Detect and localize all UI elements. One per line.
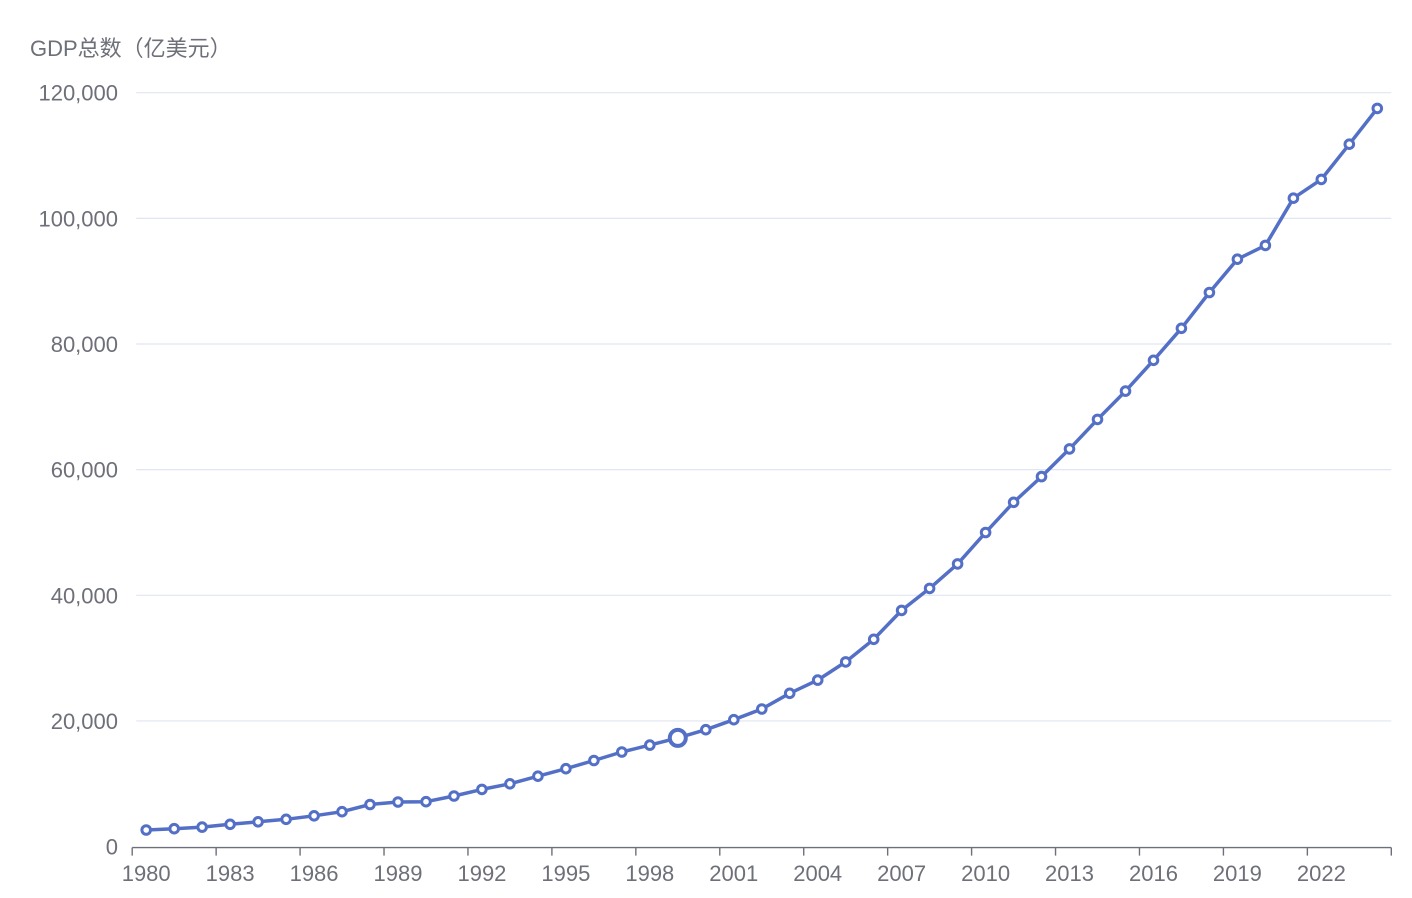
data-point-2003[interactable] (783, 687, 796, 700)
x-axis-tick-label: 2004 (793, 861, 842, 886)
x-axis-tick-label: 1995 (541, 861, 590, 886)
grid-lines (136, 92, 1392, 722)
x-axis-ticks (131, 847, 1393, 856)
data-point-2016[interactable] (1147, 354, 1160, 367)
x-axis-tick-label: 1989 (374, 861, 423, 886)
data-point-1994[interactable] (532, 770, 544, 783)
y-axis-tick-label: 20,000 (51, 709, 118, 734)
data-point-2004[interactable] (811, 674, 824, 686)
data-point-2009[interactable] (951, 558, 964, 570)
data-point-1999[interactable] (667, 727, 688, 748)
data-point-2015[interactable] (1119, 385, 1132, 397)
data-point-1981[interactable] (168, 822, 180, 835)
x-axis-labels: 1980 1983 1986 1989 1992 1995 1998 2001 2004 2007… (122, 861, 1346, 886)
x-axis-tick-label: 1992 (457, 861, 506, 886)
y-axis-tick-label: 60,000 (51, 458, 118, 483)
x-axis-tick-label: 1998 (625, 861, 674, 886)
y-axis-labels: 0 20,000 40,000 60,000 80,000 100,000 120,000 (38, 81, 118, 860)
data-point-1982[interactable] (196, 821, 208, 833)
x-axis-tick-label: 2001 (709, 861, 758, 886)
data-point-2018[interactable] (1203, 286, 1216, 299)
x-axis-tick-label: 2019 (1213, 861, 1262, 886)
data-points (140, 102, 1384, 836)
data-point-1989[interactable] (392, 796, 404, 808)
data-point-1991[interactable] (448, 790, 460, 802)
data-point-2007[interactable] (895, 604, 908, 617)
data-point-2002[interactable] (756, 703, 768, 715)
y-axis-tick-label: 120,000 (38, 81, 118, 106)
data-point-1984[interactable] (252, 816, 264, 828)
y-axis-tick-label: 80,000 (51, 332, 118, 357)
data-point-1993[interactable] (504, 778, 516, 790)
data-point-1987[interactable] (336, 805, 348, 818)
data-point-2024[interactable] (1371, 102, 1384, 115)
x-axis-tick-label: 2013 (1045, 861, 1094, 886)
data-point-1996[interactable] (588, 754, 600, 767)
y-axis-name: GDP总数（亿美元） (30, 36, 232, 61)
x-axis-tick-label: 2010 (961, 861, 1010, 886)
data-point-1985[interactable] (280, 813, 292, 826)
data-point-1988[interactable] (364, 798, 376, 811)
x-axis-tick-label: 1986 (290, 861, 339, 886)
data-point-2023[interactable] (1343, 138, 1356, 150)
x-axis-tick-label: 1983 (206, 861, 255, 886)
data-point-1980[interactable] (140, 824, 152, 836)
y-axis-tick-label: 40,000 (51, 583, 118, 608)
x-axis-tick-label: 2016 (1129, 861, 1178, 886)
x-axis-tick-label: 2022 (1297, 861, 1346, 886)
data-point-1992[interactable] (476, 783, 488, 796)
data-point-1997[interactable] (616, 746, 628, 758)
data-point-2010[interactable] (979, 526, 992, 539)
data-point-2005[interactable] (839, 656, 852, 668)
data-point-2001[interactable] (728, 713, 740, 726)
x-axis-tick-label: 1980 (122, 861, 171, 886)
data-point-1998[interactable] (644, 739, 656, 751)
data-point-2006[interactable] (867, 633, 880, 646)
data-point-2000[interactable] (700, 723, 712, 736)
y-axis-tick-label: 0 (106, 835, 118, 860)
data-point-2022[interactable] (1315, 173, 1328, 186)
data-point-2014[interactable] (1091, 413, 1104, 426)
y-axis-tick-label: 100,000 (38, 206, 118, 231)
data-point-2011[interactable] (1007, 496, 1020, 509)
data-point-2020[interactable] (1259, 239, 1272, 252)
data-point-2019[interactable] (1231, 253, 1244, 266)
data-point-1983[interactable] (224, 818, 236, 831)
data-point-2012[interactable] (1035, 470, 1048, 483)
data-point-1990[interactable] (420, 795, 432, 808)
data-point-2017[interactable] (1175, 322, 1188, 335)
data-point-1995[interactable] (560, 762, 572, 775)
x-axis-tick-label: 2007 (877, 861, 926, 886)
data-point-2008[interactable] (923, 582, 936, 595)
data-point-2021[interactable] (1287, 192, 1300, 204)
data-point-2013[interactable] (1063, 443, 1076, 455)
data-point-1986[interactable] (308, 810, 320, 822)
